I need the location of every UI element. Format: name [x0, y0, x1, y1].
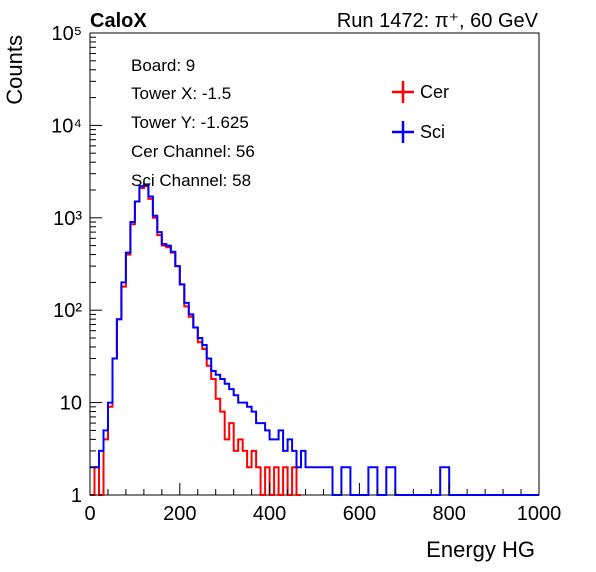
- axes: 0 200 400 600 800 1000 1 10 10² 10³ 10⁴ 10⁵: [51, 23, 561, 525]
- x-tick-label: 800: [433, 503, 466, 525]
- y-tick-label: 10²: [53, 300, 82, 322]
- info-board: Board: 9: [131, 56, 195, 75]
- plot-area: [89, 32, 540, 496]
- series-line-sci: [90, 183, 539, 496]
- legend: Cer Sci: [392, 81, 449, 143]
- series-layer: [90, 183, 539, 496]
- x-tick-label: 600: [343, 503, 376, 525]
- y-tick-label: 10⁴: [51, 115, 82, 137]
- y-tick-label: 10: [60, 393, 82, 415]
- info-cer-channel: Cer Channel: 56: [131, 142, 255, 161]
- legend-marker-cer: [392, 81, 414, 103]
- x-tick-label: 0: [84, 503, 95, 525]
- info-tower-x: Tower X: -1.5: [131, 84, 231, 103]
- y-tick-label: 10⁵: [51, 23, 82, 45]
- x-tick-label: 1000: [517, 503, 562, 525]
- x-axis-label: Energy HG: [426, 537, 535, 562]
- legend-label-cer: Cer: [420, 82, 449, 102]
- x-tick-label: 200: [163, 503, 196, 525]
- legend-label-sci: Sci: [420, 122, 445, 142]
- info-sci-channel: Sci Channel: 58: [131, 171, 251, 190]
- y-axis-label: Counts: [2, 35, 27, 105]
- x-tick-label: 400: [253, 503, 286, 525]
- plot-frame: [89, 32, 540, 496]
- y-tick-label: 10³: [53, 208, 82, 230]
- info-box: Board: 9 Tower X: -1.5 Tower Y: -1.625 C…: [131, 56, 255, 190]
- legend-marker-sci: [392, 121, 414, 143]
- chart-header-right: Run 1472: π⁺, 60 GeV: [337, 10, 539, 32]
- info-tower-y: Tower Y: -1.625: [131, 113, 249, 132]
- chart-header-left: CaloX: [90, 10, 147, 32]
- y-tick-label: 1: [71, 485, 82, 507]
